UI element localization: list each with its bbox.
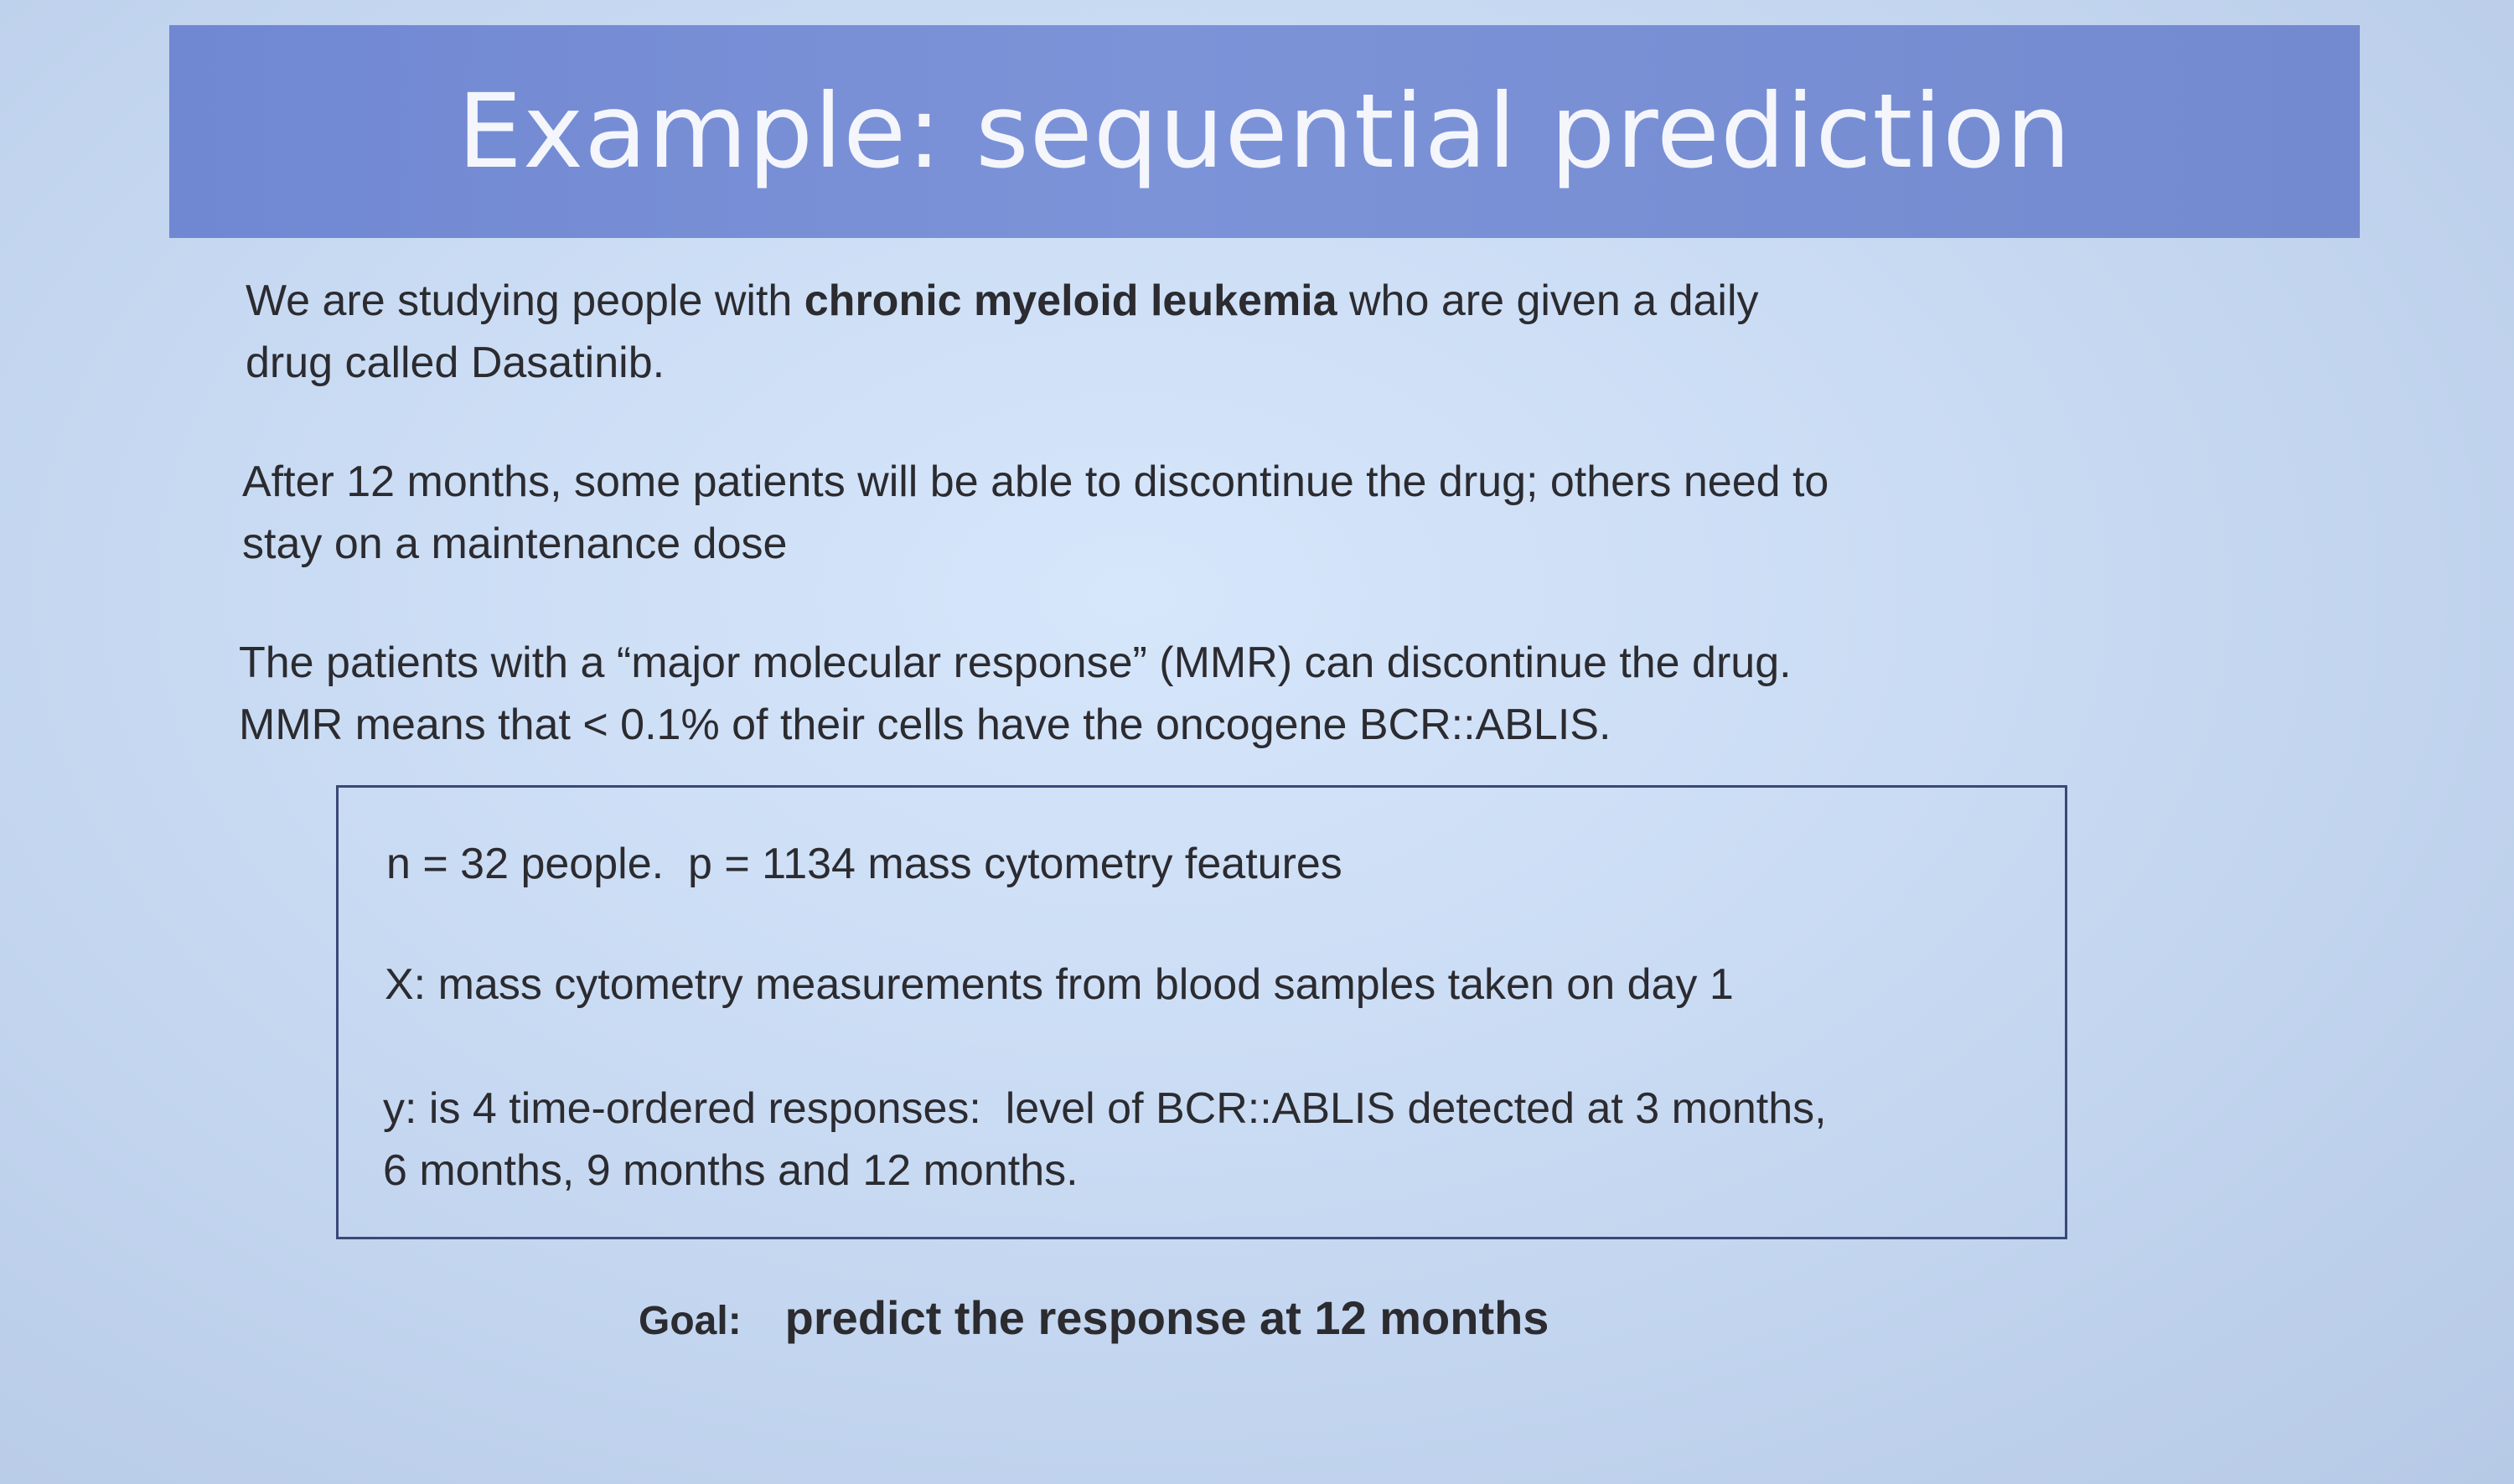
slide-title: Example: sequential prediction (457, 72, 2072, 191)
goal-text: predict the response at 12 months (784, 1291, 1549, 1344)
bold-term: chronic myeloid leukemia (804, 277, 1337, 325)
features-line: X: mass cytometry measurements from bloo… (385, 960, 1734, 1009)
paragraph-discontinue: After 12 months, some patients will be a… (242, 451, 1829, 575)
text-span: who are given a daily (1337, 277, 1759, 325)
goal-statement: Goal: predict the response at 12 months (639, 1290, 1549, 1345)
text-span: We are studying people with (246, 277, 804, 325)
paragraph-line: drug called Dasatinib. (246, 339, 665, 387)
goal-label: Goal: (639, 1299, 742, 1343)
sample-size-line: n = 32 people. p = 1134 mass cytometry f… (386, 840, 1342, 888)
paragraph-line: MMR means that < 0.1% of their cells hav… (239, 701, 1611, 749)
responses-line: 6 months, 9 months and 12 months. (383, 1146, 1079, 1195)
paragraph-line: We are studying people with chronic myel… (246, 270, 1759, 332)
paragraph-line: The patients with a “major molecular res… (239, 639, 1792, 687)
responses-block: y: is 4 time-ordered responses: level of… (383, 1078, 1827, 1202)
paragraph-line: After 12 months, some patients will be a… (242, 458, 1829, 506)
paragraph-mmr: The patients with a “major molecular res… (239, 632, 1792, 756)
responses-line: y: is 4 time-ordered responses: level of… (383, 1084, 1827, 1133)
paragraph-line: stay on a maintenance dose (242, 520, 788, 568)
title-bar: Example: sequential prediction (169, 25, 2360, 238)
data-summary-box: n = 32 people. p = 1134 mass cytometry f… (336, 785, 2067, 1239)
paragraph-study-description: We are studying people with chronic myel… (246, 270, 1759, 394)
